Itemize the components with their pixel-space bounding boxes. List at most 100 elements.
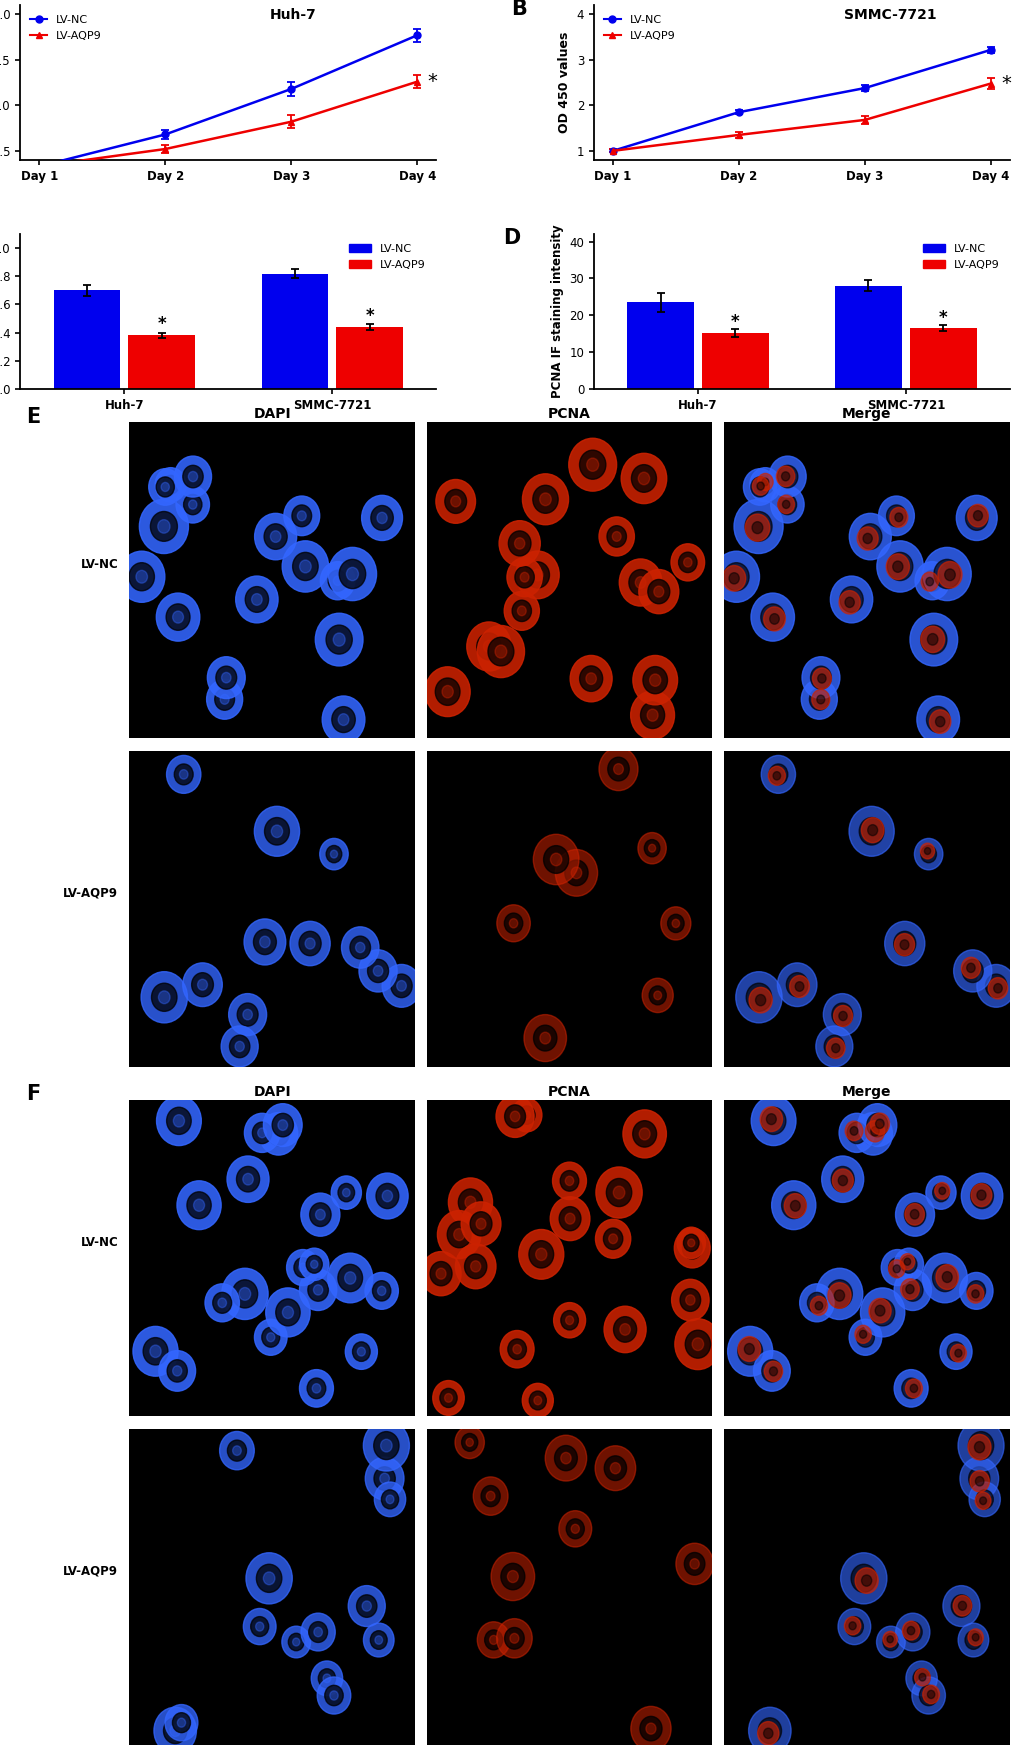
Circle shape — [264, 523, 287, 550]
Circle shape — [653, 990, 661, 999]
Circle shape — [883, 920, 924, 966]
Circle shape — [525, 562, 549, 588]
Circle shape — [882, 1631, 897, 1647]
Circle shape — [607, 758, 629, 780]
Circle shape — [560, 1452, 571, 1463]
Circle shape — [748, 987, 771, 1013]
Circle shape — [961, 957, 979, 978]
Circle shape — [560, 1311, 578, 1330]
Circle shape — [822, 994, 860, 1036]
Circle shape — [682, 1237, 701, 1258]
Circle shape — [966, 963, 974, 973]
Circle shape — [845, 1617, 862, 1636]
Circle shape — [504, 1628, 524, 1648]
Circle shape — [301, 1614, 335, 1650]
Circle shape — [777, 495, 796, 514]
Circle shape — [326, 845, 341, 863]
Circle shape — [874, 1306, 884, 1316]
Circle shape — [900, 1279, 918, 1300]
Circle shape — [902, 1279, 922, 1302]
Circle shape — [513, 1344, 521, 1354]
Circle shape — [853, 1113, 892, 1155]
Circle shape — [712, 551, 759, 602]
Circle shape — [299, 1264, 307, 1272]
Circle shape — [205, 1284, 239, 1321]
Circle shape — [522, 474, 568, 525]
Circle shape — [827, 1283, 850, 1309]
Y-axis label: PCNA IF staining intensity: PCNA IF staining intensity — [550, 224, 564, 399]
Circle shape — [263, 1104, 302, 1146]
Circle shape — [140, 499, 189, 553]
Circle shape — [283, 495, 319, 536]
Circle shape — [807, 1292, 825, 1312]
Circle shape — [844, 597, 854, 607]
Circle shape — [671, 1279, 708, 1321]
Circle shape — [608, 1234, 616, 1244]
Circle shape — [761, 478, 768, 487]
Circle shape — [450, 495, 461, 507]
Circle shape — [192, 973, 213, 997]
Circle shape — [933, 1183, 949, 1199]
Circle shape — [894, 933, 914, 956]
Circle shape — [484, 1629, 502, 1650]
Circle shape — [553, 1302, 585, 1339]
Circle shape — [914, 562, 949, 600]
Circle shape — [882, 1633, 898, 1650]
Circle shape — [642, 978, 673, 1013]
Circle shape — [839, 586, 862, 612]
Circle shape — [421, 1251, 461, 1295]
Circle shape — [486, 1491, 494, 1502]
Circle shape — [158, 520, 170, 534]
Circle shape — [971, 1290, 978, 1298]
Circle shape — [844, 1617, 860, 1634]
Circle shape — [647, 579, 669, 604]
Circle shape — [508, 919, 518, 928]
Circle shape — [182, 963, 222, 1006]
Circle shape — [913, 838, 942, 870]
Circle shape — [375, 1636, 382, 1645]
Circle shape — [254, 807, 300, 856]
Circle shape — [967, 1435, 990, 1460]
Circle shape — [921, 1253, 966, 1302]
Circle shape — [173, 1115, 184, 1127]
Legend: LV-NC, LV-AQP9: LV-NC, LV-AQP9 — [344, 240, 430, 275]
Circle shape — [470, 1260, 480, 1272]
Circle shape — [972, 511, 981, 520]
Circle shape — [152, 984, 177, 1012]
Bar — [627, 303, 693, 388]
Circle shape — [313, 1284, 322, 1295]
Circle shape — [476, 634, 500, 660]
Circle shape — [381, 1489, 398, 1508]
Circle shape — [207, 679, 243, 719]
Circle shape — [215, 688, 234, 710]
Circle shape — [894, 513, 902, 522]
Circle shape — [886, 506, 906, 527]
Circle shape — [435, 677, 460, 705]
Circle shape — [374, 1482, 406, 1517]
Circle shape — [346, 567, 358, 581]
Circle shape — [118, 551, 165, 602]
Circle shape — [967, 504, 987, 527]
Circle shape — [959, 1272, 993, 1309]
Circle shape — [319, 838, 347, 870]
Circle shape — [367, 959, 388, 982]
Circle shape — [880, 1250, 913, 1286]
Circle shape — [510, 1633, 519, 1643]
Circle shape — [906, 1626, 914, 1634]
Circle shape — [960, 1172, 1002, 1220]
Circle shape — [342, 1188, 350, 1197]
Circle shape — [365, 1272, 398, 1309]
Circle shape — [857, 1104, 896, 1146]
Circle shape — [760, 756, 795, 793]
Circle shape — [264, 817, 289, 845]
Circle shape — [967, 1629, 982, 1645]
Circle shape — [282, 1306, 293, 1318]
Circle shape — [347, 1586, 385, 1626]
Circle shape — [396, 980, 406, 990]
Circle shape — [918, 1673, 925, 1682]
Circle shape — [968, 1466, 989, 1491]
Circle shape — [161, 483, 169, 492]
Circle shape — [894, 1248, 922, 1281]
Circle shape — [952, 1596, 971, 1615]
Circle shape — [631, 466, 656, 492]
